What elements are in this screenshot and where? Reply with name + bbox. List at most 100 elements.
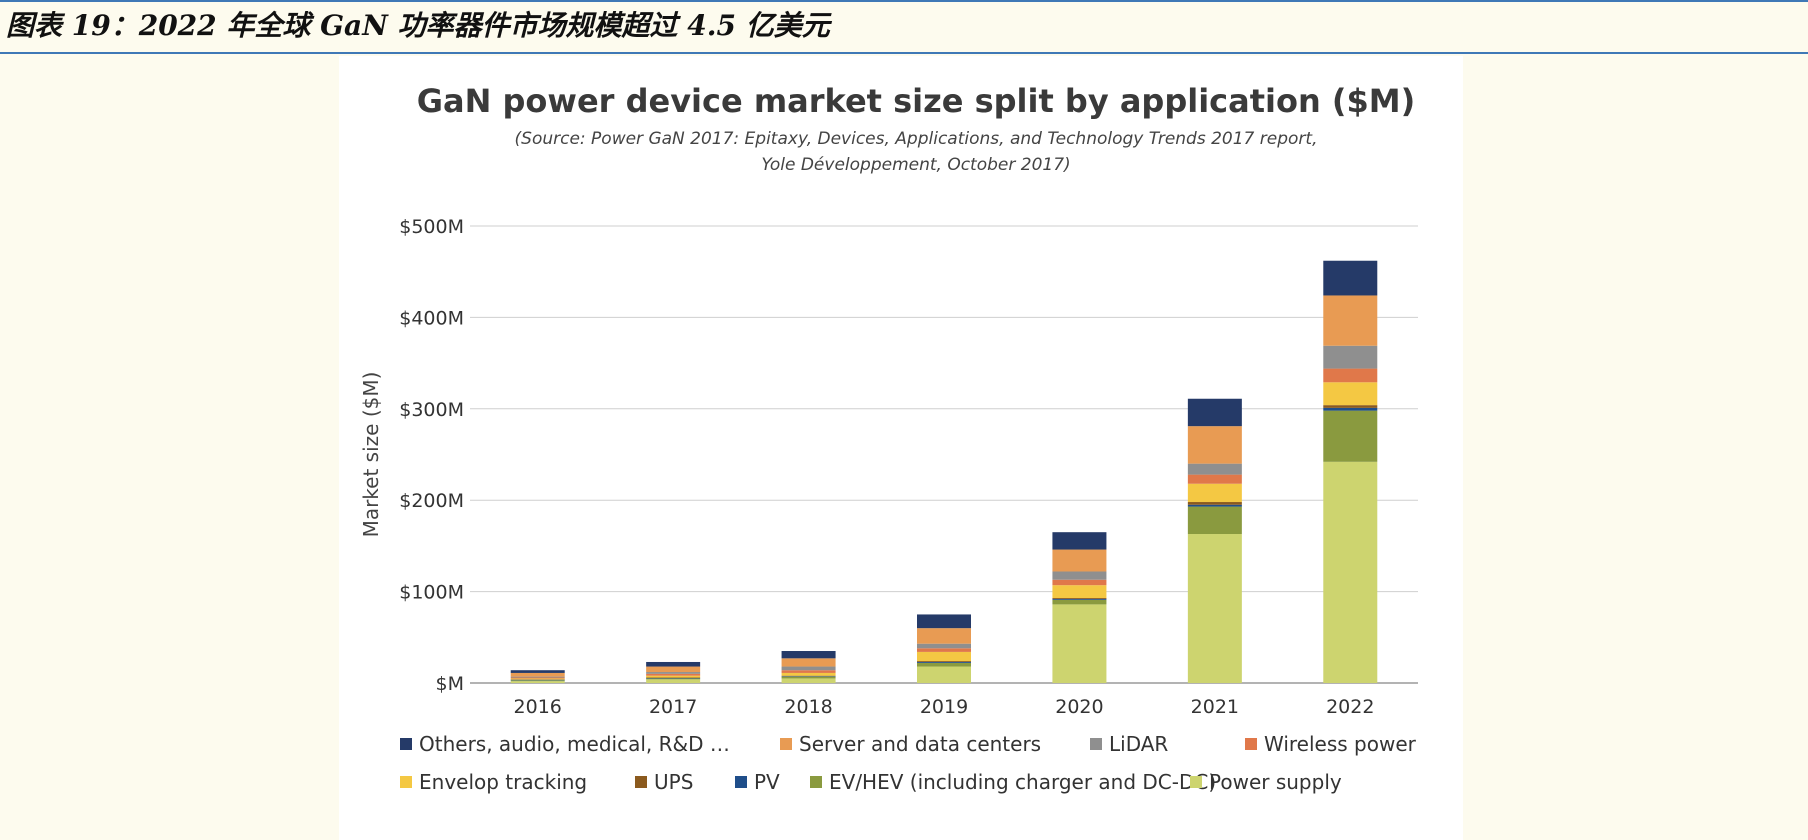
bar-segment — [646, 666, 701, 673]
legend-item: Others, audio, medical, R&D … — [400, 732, 730, 756]
legend-item: Envelop tracking — [400, 770, 587, 794]
legend-row: Others, audio, medical, R&D … Server and … — [400, 732, 1460, 770]
y-tick-label: $500M — [399, 216, 464, 238]
bar-segment — [1052, 579, 1107, 586]
bar-segment — [1187, 506, 1242, 535]
bar-segment — [1052, 571, 1107, 580]
bar-segment — [917, 661, 971, 662]
legend-label: EV/HEV (including charger and DC-DC) — [829, 770, 1217, 794]
bar-segment — [510, 670, 565, 673]
bar-segment — [646, 678, 701, 680]
bar-segment — [917, 628, 971, 644]
bar-segment — [1187, 426, 1242, 464]
bar-segment — [1323, 382, 1378, 406]
legend-label: UPS — [654, 770, 694, 794]
chart-legend: Others, audio, medical, R&D … Server and … — [400, 732, 1460, 808]
chart-title: GaN power device market size split by ap… — [416, 82, 1416, 120]
bar-segment — [781, 678, 836, 683]
bar-segment — [1323, 405, 1378, 408]
bar-segment — [1323, 410, 1378, 462]
bar-segment — [510, 677, 565, 679]
bar-segment — [917, 661, 971, 663]
bar-segment — [917, 666, 971, 683]
legend-swatch — [1245, 738, 1257, 750]
legend-item: Server and data centers — [780, 732, 1041, 756]
bar-segment — [1052, 532, 1107, 550]
legend-item: Wireless power — [1245, 732, 1416, 756]
legend-swatch — [635, 776, 647, 788]
bar-segment — [1052, 585, 1107, 598]
legend-label: PV — [754, 770, 780, 794]
bar-segment — [917, 614, 971, 629]
chart-source-line-1: (Source: Power GaN 2017: Epitaxy, Device… — [514, 129, 1318, 149]
bar-segment — [1187, 474, 1242, 484]
bar-segment — [510, 681, 565, 683]
legend-label: LiDAR — [1109, 732, 1169, 756]
legend-label: Server and data centers — [799, 732, 1042, 756]
bar-segment — [1052, 549, 1107, 572]
x-tick-label: 2022 — [1326, 696, 1374, 718]
legend-swatch — [400, 738, 412, 750]
bar-segment — [510, 676, 565, 678]
legend-item: PV — [735, 770, 780, 794]
bar-segment — [646, 661, 701, 667]
chart-panel: GaN power device market size split by ap… — [339, 56, 1463, 840]
legend-label: Power supply — [1209, 770, 1342, 794]
bar-segment — [1323, 345, 1378, 369]
legend-label: Others, audio, medical, R&D … — [419, 732, 730, 756]
y-tick-label: $100M — [399, 582, 464, 604]
x-tick-label: 2019 — [920, 696, 968, 718]
bar-segment — [1052, 598, 1107, 600]
bar-segment — [917, 651, 971, 662]
y-tick-label: $300M — [399, 399, 464, 421]
legend-item: EV/HEV (including charger and DC-DC) — [810, 770, 1216, 794]
bar-segment — [1187, 502, 1242, 505]
legend-swatch — [1190, 776, 1202, 788]
y-axis-label: Market size ($M) — [359, 372, 383, 538]
bar-segment — [646, 679, 701, 683]
bar-segment — [917, 643, 971, 649]
y-tick-label: $400M — [399, 307, 464, 329]
x-tick-label: 2020 — [1055, 696, 1103, 718]
top-border — [0, 0, 1808, 2]
bar-segment — [1323, 461, 1378, 683]
bar-segment — [510, 680, 565, 682]
bar-segment — [1052, 604, 1107, 683]
legend-swatch — [1090, 738, 1102, 750]
bar-segment — [1323, 295, 1378, 346]
legend-item: Power supply — [1190, 770, 1342, 794]
bar-segment — [1187, 463, 1242, 475]
bar-segment — [510, 678, 565, 680]
bar-segment — [781, 672, 836, 676]
chart-source: (Source: Power GaN 2017: Epitaxy, Device… — [339, 126, 1463, 178]
x-tick-label: 2016 — [514, 696, 562, 718]
bar-segment — [646, 672, 701, 674]
legend-swatch — [810, 776, 822, 788]
bar-segment — [1187, 534, 1242, 683]
legend-swatch — [735, 776, 747, 788]
legend-swatch — [780, 738, 792, 750]
bar-segment — [781, 676, 836, 679]
bar-segment — [1052, 599, 1107, 605]
bar-segment — [1323, 407, 1378, 411]
bar-segment — [1187, 483, 1242, 503]
bar-segment — [646, 675, 701, 678]
bar-segment — [646, 673, 701, 676]
chart-source-line-2: Yole Développement, October 2017) — [761, 155, 1071, 175]
bar-segment — [781, 670, 836, 673]
x-tick-label: 2021 — [1191, 696, 1239, 718]
legend-swatch — [400, 776, 412, 788]
y-tick-label: $200M — [399, 490, 464, 512]
figure-caption: 图表 19：2022 年全球 GaN 功率器件市场规模超过 4.5 亿美元 — [6, 9, 830, 42]
y-tick-label: $M — [436, 673, 464, 695]
bar-segment — [917, 648, 971, 652]
legend-row: Envelop tracking UPS PV EV/HEV (including c… — [400, 770, 1460, 808]
bar-segment — [781, 651, 836, 659]
legend-item: LiDAR — [1090, 732, 1168, 756]
bar-segment — [1187, 398, 1242, 427]
bar-segment — [1052, 597, 1107, 599]
bar-segment — [781, 666, 836, 671]
bar-segment — [1323, 368, 1378, 383]
legend-label: Envelop tracking — [419, 770, 588, 794]
